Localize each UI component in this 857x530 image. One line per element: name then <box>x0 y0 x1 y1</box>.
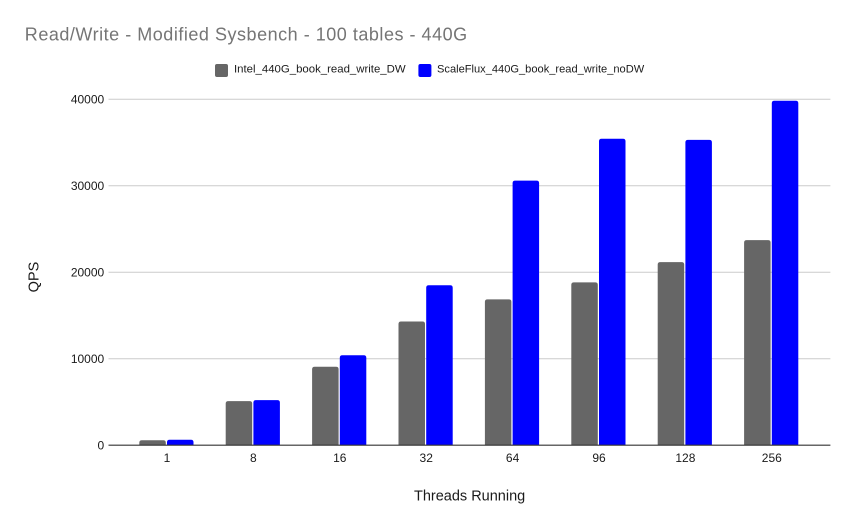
svg-text:ScaleFlux_440G_book_read_write: ScaleFlux_440G_book_read_write_noDW <box>437 64 645 76</box>
svg-text:96: 96 <box>592 451 606 465</box>
svg-text:Read/Write - Modified Sysbench: Read/Write - Modified Sysbench - 100 tab… <box>25 25 468 45</box>
svg-text:8: 8 <box>250 451 257 465</box>
svg-text:Threads Running: Threads Running <box>414 489 525 505</box>
svg-text:10000: 10000 <box>71 352 105 366</box>
svg-text:QPS: QPS <box>27 262 43 293</box>
svg-text:Intel_440G_book_read_write_DW: Intel_440G_book_read_write_DW <box>234 64 406 76</box>
svg-text:1: 1 <box>164 451 171 465</box>
svg-text:40000: 40000 <box>71 93 105 107</box>
svg-text:64: 64 <box>506 451 520 465</box>
svg-text:20000: 20000 <box>71 266 105 280</box>
svg-text:128: 128 <box>675 451 695 465</box>
svg-text:0: 0 <box>98 439 105 453</box>
svg-text:16: 16 <box>333 451 347 465</box>
svg-text:256: 256 <box>762 451 782 465</box>
svg-text:32: 32 <box>420 451 434 465</box>
svg-text:30000: 30000 <box>71 179 105 193</box>
